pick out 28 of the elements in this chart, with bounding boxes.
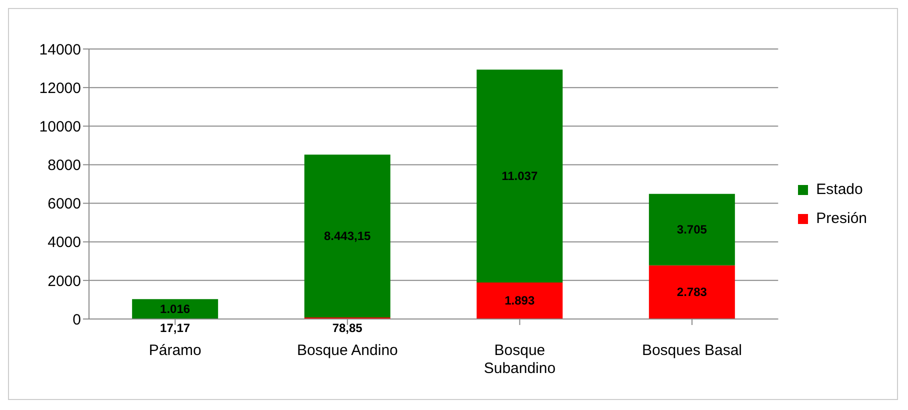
data-label: 3.705 xyxy=(676,222,708,237)
data-label: 8.443,15 xyxy=(324,229,372,244)
data-label: 11.037 xyxy=(502,169,538,184)
bar xyxy=(304,154,390,318)
y-tick-label: 2000 xyxy=(48,272,81,290)
y-tick-label: 4000 xyxy=(48,234,81,252)
y-tick-label: 12000 xyxy=(39,80,81,97)
x-tick-label: Bosques Basal xyxy=(642,342,742,359)
bar xyxy=(648,265,735,319)
y-tick-label: 8000 xyxy=(48,157,81,174)
legend-label: Presión xyxy=(816,210,867,227)
x-tick-label: Bosque Subandino xyxy=(484,342,556,377)
bar xyxy=(132,299,218,319)
y-tick-label: 10000 xyxy=(39,118,81,136)
data-label: 2.783 xyxy=(676,285,708,300)
data-label: 1.016 xyxy=(160,302,190,316)
bar xyxy=(476,70,563,282)
data-label: 1.893 xyxy=(504,294,535,308)
data-label: 17,17 xyxy=(160,321,190,335)
legend-label: Estado xyxy=(816,181,863,198)
y-tick-label: 14000 xyxy=(39,41,81,58)
y-tick-label: 0 xyxy=(72,311,81,328)
bar xyxy=(648,194,735,266)
x-tick-label: Bosque Andino xyxy=(296,342,398,359)
x-tick-label: Páramo xyxy=(148,342,202,359)
bar xyxy=(476,282,563,319)
data-label: 78,85 xyxy=(332,321,363,335)
y-tick-label: 6000 xyxy=(48,196,81,213)
